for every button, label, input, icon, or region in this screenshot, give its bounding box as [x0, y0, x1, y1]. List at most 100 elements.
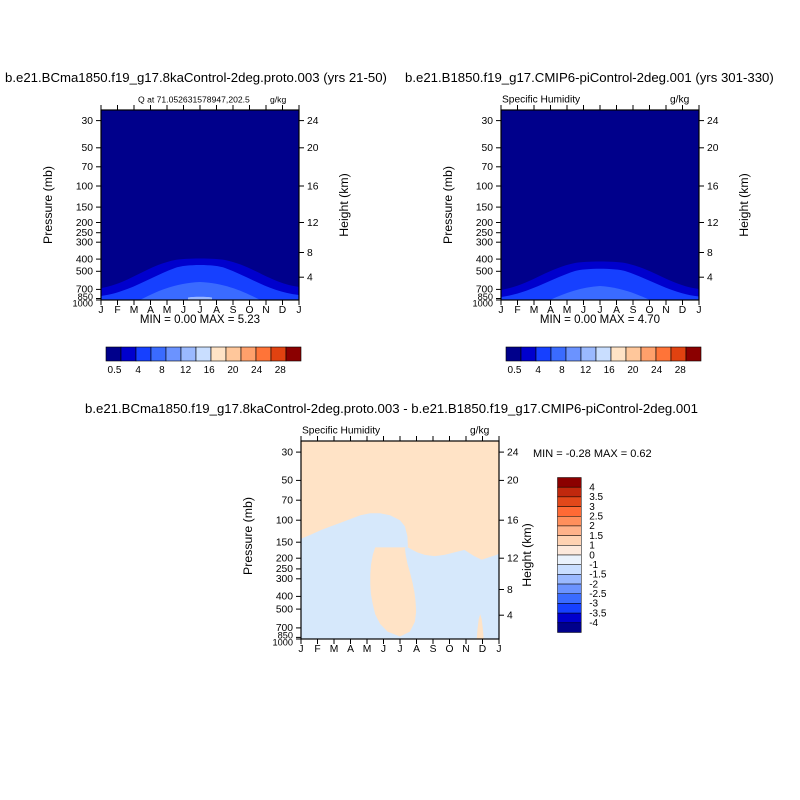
svg-text:16: 16 — [307, 181, 319, 192]
svg-text:50: 50 — [82, 143, 94, 154]
svg-text:4: 4 — [707, 273, 713, 284]
svg-text:M: M — [130, 305, 139, 316]
svg-text:12: 12 — [507, 554, 519, 565]
svg-text:N: N — [662, 305, 669, 316]
svg-text:Specific Humidity: Specific Humidity — [502, 95, 581, 106]
svg-text:100: 100 — [76, 181, 93, 192]
svg-text:500: 500 — [476, 267, 493, 278]
svg-text:30: 30 — [482, 116, 494, 127]
svg-text:A: A — [347, 644, 354, 655]
svg-text:70: 70 — [482, 162, 494, 173]
svg-text:16: 16 — [707, 181, 719, 192]
svg-text:0.5: 0.5 — [508, 365, 522, 376]
svg-text:16: 16 — [507, 516, 519, 527]
svg-text:S: S — [430, 644, 437, 655]
svg-text:g/kg: g/kg — [470, 426, 490, 437]
svg-text:300: 300 — [276, 574, 293, 585]
svg-text:30: 30 — [282, 447, 294, 458]
svg-text:J: J — [496, 644, 501, 655]
svg-text:12: 12 — [307, 218, 319, 229]
svg-text:20: 20 — [227, 365, 239, 376]
svg-text:400: 400 — [276, 592, 293, 603]
svg-text:400: 400 — [76, 254, 93, 265]
svg-text:J: J — [381, 644, 386, 655]
svg-text:J: J — [696, 305, 701, 316]
svg-text:F: F — [114, 305, 120, 316]
svg-text:24: 24 — [251, 365, 263, 376]
svg-text:100: 100 — [476, 181, 493, 192]
svg-text:g/kg: g/kg — [270, 95, 286, 105]
svg-text:N: N — [262, 305, 269, 316]
svg-text:50: 50 — [282, 476, 294, 487]
svg-text:Q at 71.052631578947,202.5: Q at 71.052631578947,202.5 — [138, 95, 250, 105]
svg-text:Specific Humidity: Specific Humidity — [302, 426, 381, 437]
svg-text:20: 20 — [627, 365, 639, 376]
svg-text:M: M — [530, 305, 539, 316]
svg-text:20: 20 — [307, 143, 319, 154]
svg-text:N: N — [462, 644, 469, 655]
svg-text:D: D — [679, 305, 686, 316]
svg-text:Height (km): Height (km) — [520, 523, 534, 587]
svg-text:4: 4 — [507, 611, 513, 622]
svg-text:Pressure (mb): Pressure (mb) — [41, 166, 55, 244]
svg-text:M: M — [330, 644, 339, 655]
svg-text:24: 24 — [307, 116, 319, 127]
svg-text:4: 4 — [135, 365, 141, 376]
svg-text:1000: 1000 — [473, 298, 493, 308]
svg-text:300: 300 — [76, 238, 93, 249]
svg-text:J: J — [298, 644, 303, 655]
svg-text:20: 20 — [507, 476, 519, 487]
svg-text:50: 50 — [482, 143, 494, 154]
svg-text:20: 20 — [707, 143, 719, 154]
svg-text:24: 24 — [707, 116, 719, 127]
svg-text:M: M — [363, 644, 372, 655]
svg-text:28: 28 — [675, 365, 687, 376]
svg-text:12: 12 — [580, 365, 592, 376]
svg-text:70: 70 — [282, 496, 294, 507]
svg-text:12: 12 — [707, 218, 719, 229]
svg-text:Height (km): Height (km) — [337, 173, 351, 237]
svg-text:150: 150 — [476, 202, 493, 213]
svg-text:A: A — [413, 644, 420, 655]
svg-text:28: 28 — [275, 365, 287, 376]
svg-text:4: 4 — [307, 273, 313, 284]
svg-text:150: 150 — [76, 202, 93, 213]
svg-text:16: 16 — [204, 365, 216, 376]
svg-text:D: D — [479, 644, 486, 655]
svg-text:J: J — [397, 644, 402, 655]
svg-text:O: O — [445, 644, 453, 655]
svg-text:150: 150 — [276, 538, 293, 549]
svg-text:J: J — [98, 305, 103, 316]
svg-text:24: 24 — [507, 447, 519, 458]
svg-text:MIN = -0.28 MAX = 0.62: MIN = -0.28 MAX = 0.62 — [533, 448, 652, 460]
svg-text:1000: 1000 — [273, 637, 293, 647]
svg-text:400: 400 — [476, 254, 493, 265]
svg-text:4: 4 — [535, 365, 541, 376]
svg-text:Pressure (mb): Pressure (mb) — [441, 166, 455, 244]
svg-text:500: 500 — [76, 267, 93, 278]
svg-text:8: 8 — [159, 365, 165, 376]
svg-text:-4: -4 — [589, 618, 598, 629]
svg-text:F: F — [314, 644, 320, 655]
svg-text:500: 500 — [276, 604, 293, 615]
svg-text:MIN = 0.00 MAX = 4.70: MIN = 0.00 MAX = 4.70 — [540, 314, 660, 326]
svg-text:8: 8 — [559, 365, 565, 376]
svg-text:J: J — [498, 305, 503, 316]
svg-text:MIN = 0.00 MAX = 5.23: MIN = 0.00 MAX = 5.23 — [140, 314, 260, 326]
svg-text:8: 8 — [507, 585, 513, 596]
svg-text:300: 300 — [476, 238, 493, 249]
svg-text:g/kg: g/kg — [670, 95, 690, 106]
svg-text:30: 30 — [82, 116, 94, 127]
svg-text:J: J — [296, 305, 301, 316]
svg-text:8: 8 — [307, 248, 313, 259]
svg-text:Height (km): Height (km) — [737, 173, 751, 237]
svg-text:24: 24 — [651, 365, 663, 376]
svg-text:F: F — [514, 305, 520, 316]
svg-text:70: 70 — [82, 162, 94, 173]
svg-text:Pressure (mb): Pressure (mb) — [241, 497, 255, 575]
svg-text:12: 12 — [180, 365, 192, 376]
svg-text:8: 8 — [707, 248, 713, 259]
svg-text:200: 200 — [276, 554, 293, 565]
svg-text:100: 100 — [276, 516, 293, 527]
svg-text:D: D — [279, 305, 286, 316]
